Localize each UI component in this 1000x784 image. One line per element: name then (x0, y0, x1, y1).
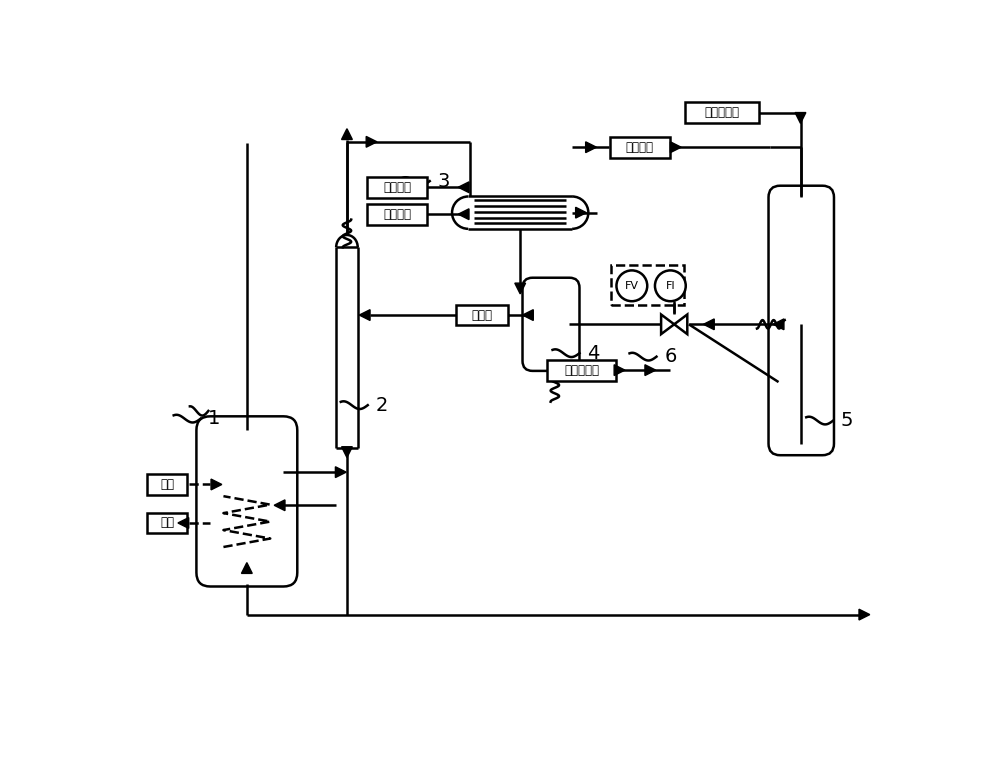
Text: 5: 5 (841, 411, 853, 430)
Polygon shape (178, 517, 189, 528)
Polygon shape (614, 365, 625, 376)
Polygon shape (661, 314, 687, 334)
Polygon shape (342, 447, 352, 458)
Text: 回流醇: 回流醇 (471, 309, 492, 321)
Polygon shape (342, 129, 352, 140)
Polygon shape (773, 319, 784, 330)
Polygon shape (795, 113, 806, 123)
FancyBboxPatch shape (685, 102, 759, 123)
Text: 剩余正丁醇: 剩余正丁醇 (704, 106, 739, 119)
FancyBboxPatch shape (769, 186, 834, 456)
Text: 1: 1 (208, 409, 221, 428)
FancyBboxPatch shape (367, 204, 427, 224)
Text: 2: 2 (375, 396, 388, 415)
Text: 循环上水: 循环上水 (383, 208, 411, 221)
Polygon shape (366, 136, 377, 147)
FancyBboxPatch shape (547, 360, 616, 380)
FancyBboxPatch shape (367, 177, 427, 198)
FancyBboxPatch shape (196, 416, 297, 586)
Polygon shape (670, 142, 681, 153)
Polygon shape (515, 283, 526, 294)
Polygon shape (458, 182, 469, 193)
Text: 4: 4 (587, 343, 600, 363)
FancyBboxPatch shape (523, 278, 579, 371)
FancyBboxPatch shape (147, 474, 187, 495)
Polygon shape (523, 310, 533, 321)
Text: 蒸汽: 蒸汽 (160, 478, 174, 491)
Text: FV: FV (625, 281, 639, 291)
Polygon shape (335, 466, 346, 477)
Polygon shape (359, 310, 370, 321)
Polygon shape (458, 209, 469, 220)
Polygon shape (859, 609, 870, 620)
Polygon shape (274, 500, 285, 510)
Text: 不凝气体: 不凝气体 (626, 140, 654, 154)
Text: 凝液: 凝液 (160, 517, 174, 529)
Polygon shape (703, 319, 714, 330)
Polygon shape (241, 563, 252, 573)
Polygon shape (211, 479, 222, 490)
Text: 3: 3 (437, 172, 450, 191)
Polygon shape (576, 207, 586, 218)
FancyBboxPatch shape (610, 137, 670, 158)
Text: FI: FI (666, 281, 675, 291)
Circle shape (616, 270, 647, 301)
Polygon shape (645, 365, 656, 376)
Text: 6: 6 (664, 347, 677, 366)
Polygon shape (586, 142, 596, 153)
FancyBboxPatch shape (147, 513, 187, 533)
Text: 酯化生成水: 酯化生成水 (564, 364, 599, 376)
Circle shape (655, 270, 686, 301)
Text: 循环上水: 循环上水 (383, 181, 411, 194)
FancyBboxPatch shape (456, 305, 508, 325)
